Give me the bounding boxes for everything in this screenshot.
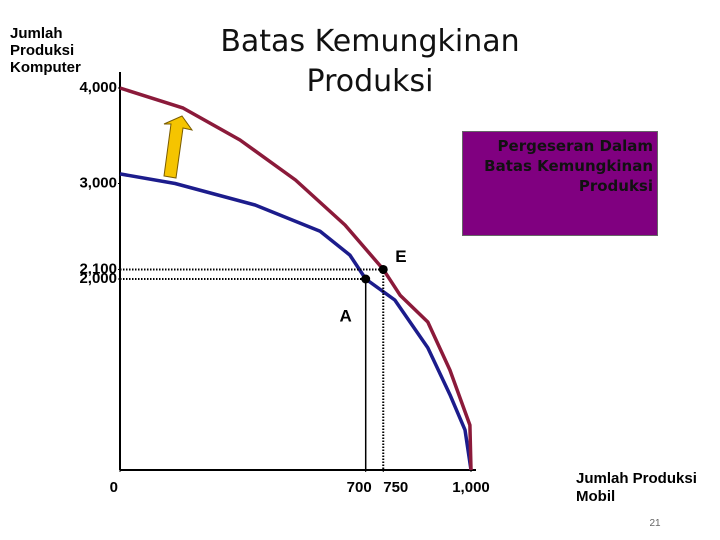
chart-title: Batas Kemungkinan Produksi	[220, 24, 520, 99]
slide-number: 21	[649, 518, 661, 529]
point-label: E	[395, 247, 406, 266]
annotation-box: Pergeseran Dalam Batas Kemungkinan Produ…	[462, 131, 658, 236]
y-tick-label: 2,000	[79, 270, 117, 287]
point	[361, 274, 371, 284]
x-tick-label: 1,000	[452, 479, 490, 496]
y-axis-label: Jumlah Produksi Komputer	[10, 25, 81, 76]
x-axis-label: Jumlah Produksi Mobil	[576, 470, 697, 505]
x-tick-label: 750	[383, 479, 408, 496]
y-tick-label: 4,000	[79, 79, 117, 96]
x-tick-label: 700	[347, 479, 372, 496]
x-tick-label: 0	[110, 479, 118, 496]
shift-arrow	[163, 115, 194, 179]
y-tick-label: 3,000	[79, 174, 117, 191]
point-label: A	[340, 306, 352, 325]
ppf-curve	[119, 172, 473, 471]
y-tick-label: 2,100	[79, 260, 117, 277]
point	[378, 264, 388, 274]
